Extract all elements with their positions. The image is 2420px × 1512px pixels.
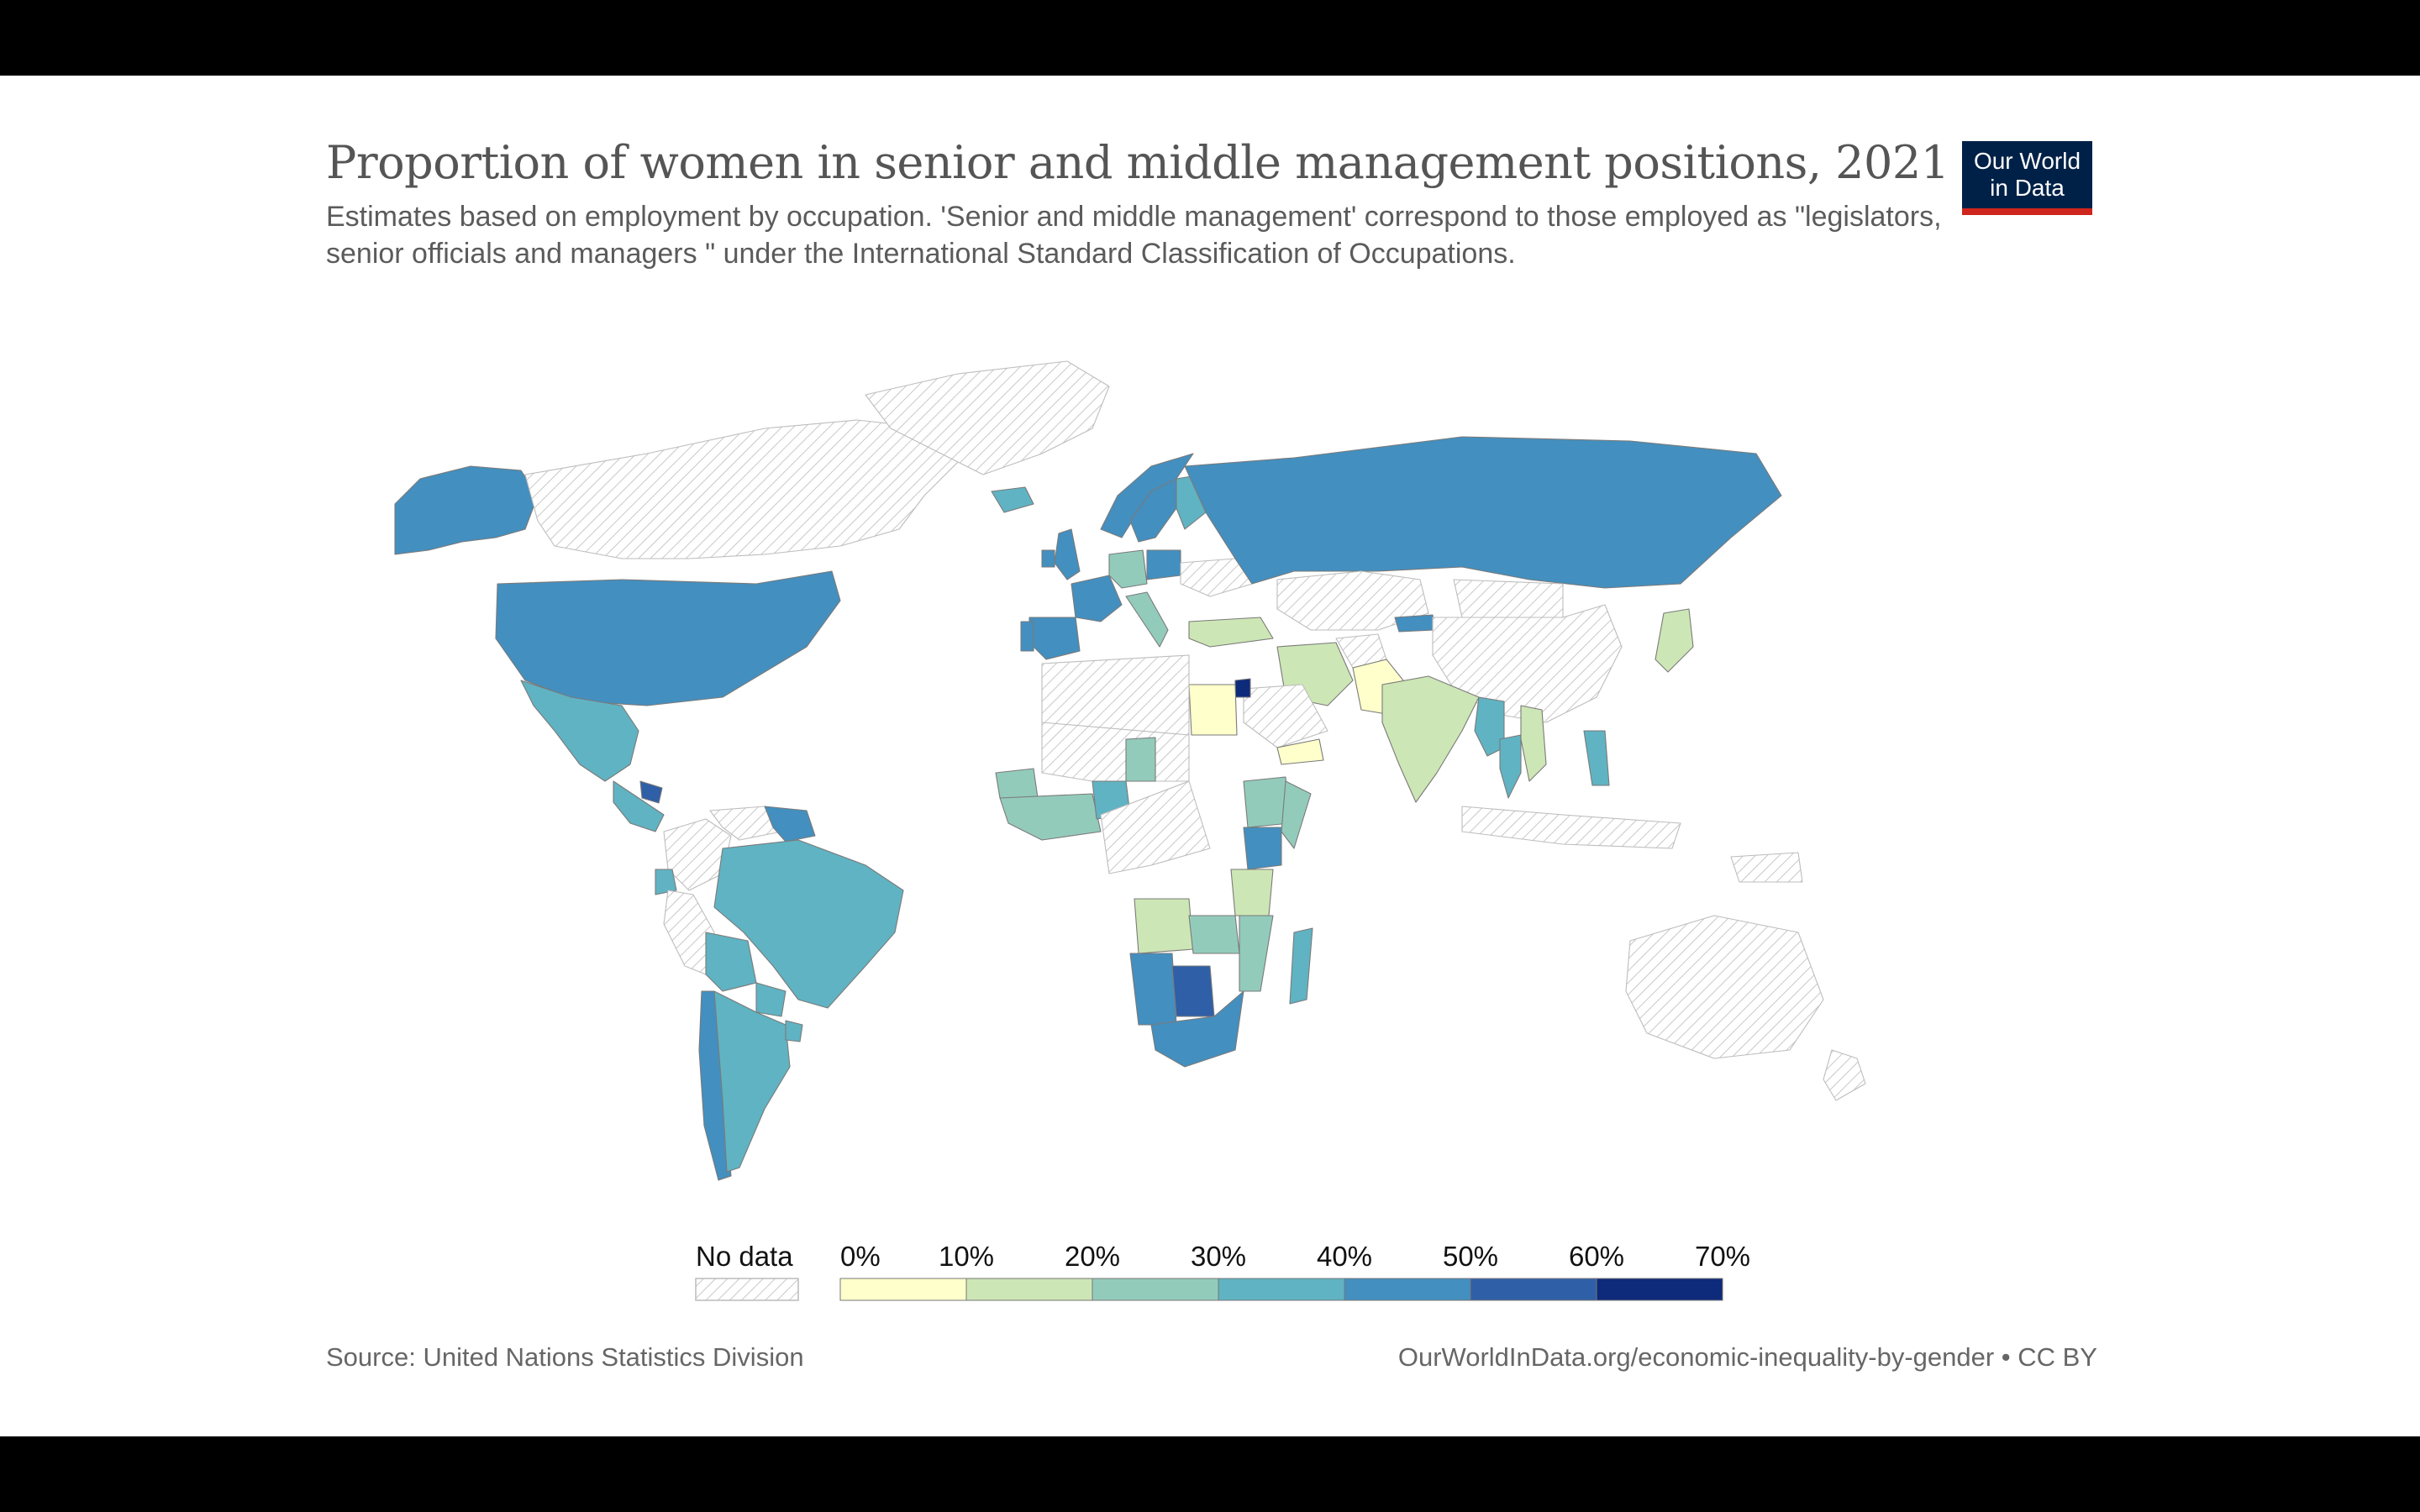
region-central-africa[interactable]: Central Africa — [1100, 780, 1211, 874]
region-ukraine[interactable]: Ukraine — [1180, 558, 1253, 597]
region-japan[interactable]: Japan — [1655, 608, 1694, 673]
chart-canvas: Proportion of women in senior and middle… — [0, 76, 2420, 1436]
region-france[interactable]: France — [1071, 575, 1123, 622]
legend-no-data-label: No data — [696, 1241, 793, 1272]
chart-subtitle: Estimates based on employment by occupat… — [326, 201, 1942, 270]
legend-bin-3[interactable] — [1218, 1278, 1345, 1301]
region-alaska[interactable]: Alaska — [394, 465, 539, 555]
region-indonesia[interactable]: Indonesia — [1461, 806, 1681, 849]
region-venezuela[interactable]: Venezuela — [709, 806, 782, 841]
source-link[interactable]: OurWorldInData.org/economic-inequality-b… — [1397, 1342, 2097, 1372]
region-yemen[interactable]: Yemen — [1276, 738, 1324, 765]
region-united-kingdom[interactable]: United Kingdom — [1054, 528, 1081, 580]
region-mozambique[interactable]: Mozambique — [1239, 915, 1274, 992]
legend-bin-2[interactable] — [1092, 1278, 1219, 1301]
map-legend: No data 0% 10% 20% 30% 40% 50% 60% 70% — [695, 1241, 1750, 1301]
region-united-states[interactable]: United States — [495, 570, 841, 706]
source-note: Source: United Nations Statistics Divisi… — [326, 1342, 804, 1372]
region-argentina[interactable]: Argentina — [713, 990, 791, 1173]
region-portugal[interactable]: Portugal — [1020, 621, 1034, 652]
region-guyana[interactable]: Guyana — [764, 806, 816, 843]
region-india[interactable]: India — [1381, 675, 1480, 803]
legend-no-data-swatch — [695, 1278, 799, 1301]
region-saudi-arabia[interactable]: Saudi Arabia — [1243, 684, 1328, 748]
legend-tick-label: 0% — [840, 1241, 881, 1272]
region-ecuador[interactable]: Ecuador — [655, 869, 677, 895]
world-map: United States AlaskaCanadaGreenland Mexico… — [394, 360, 1866, 1181]
legend-bin-4[interactable] — [1344, 1278, 1471, 1301]
region-kyrgyzstan[interactable]: Kyrgyzstan — [1394, 614, 1436, 633]
legend-tick-labels: 0% 10% 20% 30% 40% 50% 60% 70% — [840, 1241, 1750, 1272]
region-brazil[interactable]: Brazil — [713, 839, 904, 1009]
region-russia[interactable]: Russia — [1184, 436, 1782, 589]
region-italy[interactable]: Italy — [1125, 591, 1169, 648]
region-turkey[interactable]: Turkey — [1188, 617, 1274, 648]
region-papua-new-guinea[interactable]: Papua New Guinea — [1730, 852, 1803, 883]
region-canada[interactable]: Canada — [524, 419, 959, 559]
region-west-africa-coast[interactable]: West Africa coast — [999, 793, 1102, 841]
region-botswana[interactable]: Botswana — [1171, 965, 1215, 1017]
region-south-africa[interactable]: South Africa — [1150, 990, 1244, 1068]
legend-tick-label: 40% — [1317, 1241, 1372, 1272]
region-thailand[interactable]: Thailand — [1499, 734, 1522, 799]
region-senegal[interactable]: Senegal — [995, 768, 1039, 799]
legend-bin-1[interactable] — [965, 1278, 1093, 1301]
legend-color-bins — [839, 1278, 1723, 1301]
region-germany[interactable]: Germany — [1108, 549, 1148, 589]
region-niger[interactable]: Niger — [1125, 737, 1156, 782]
region-myanmar[interactable]: Myanmar — [1474, 696, 1505, 757]
legend-bin-5[interactable] — [1470, 1278, 1597, 1301]
legend-tick-label: 20% — [1065, 1241, 1120, 1272]
region-greenland[interactable]: Greenland — [865, 360, 1110, 475]
region-jordan[interactable]: Jordan — [1234, 678, 1251, 698]
logo-line-2: in Data — [1990, 175, 2065, 201]
region-madagascar[interactable]: Madagascar — [1289, 927, 1313, 1005]
region-uruguay[interactable]: Uruguay — [785, 1020, 803, 1042]
region-ireland[interactable]: Ireland — [1041, 549, 1055, 568]
region-philippines[interactable]: Philippines — [1583, 730, 1610, 786]
region-iceland[interactable]: Iceland — [991, 486, 1034, 513]
region-guatemala[interactable]: Guatemala — [639, 780, 663, 804]
region-mongolia[interactable]: Mongolia — [1453, 579, 1564, 618]
region-namibia[interactable]: Namibia — [1129, 953, 1177, 1026]
chart-title: Proportion of women in senior and middle… — [326, 136, 1949, 189]
legend-tick-label: 70% — [1695, 1241, 1750, 1272]
legend-tick-label: 30% — [1191, 1241, 1246, 1272]
region-angola[interactable]: Angola — [1134, 898, 1194, 954]
region-kenya[interactable]: Kenya — [1243, 827, 1282, 870]
region-bolivia[interactable]: Bolivia — [705, 932, 757, 992]
region-egypt[interactable]: Egypt — [1188, 684, 1238, 736]
legend-tick-label: 50% — [1443, 1241, 1498, 1272]
region-australia[interactable]: Australia — [1625, 915, 1824, 1059]
region-vietnam[interactable]: Vietnam — [1520, 705, 1547, 782]
region-zambia[interactable]: Zambia — [1188, 915, 1240, 954]
legend-bin-6[interactable] — [1596, 1278, 1723, 1301]
region-paraguay[interactable]: Paraguay — [755, 982, 786, 1017]
legend-tick-label: 60% — [1569, 1241, 1624, 1272]
region-poland[interactable]: Poland — [1146, 549, 1181, 580]
legend-tick-label: 10% — [939, 1241, 994, 1272]
region-somalia[interactable]: Somalia — [1281, 780, 1312, 849]
region-mexico[interactable]: Mexico — [520, 680, 639, 782]
logo-line-1: Our World — [1973, 148, 2081, 174]
map-regions: United States AlaskaCanadaGreenland Mexico… — [394, 360, 1866, 1181]
region-spain[interactable]: Spain — [1028, 617, 1081, 660]
region-tanzania[interactable]: Tanzania — [1230, 869, 1274, 916]
region-central-america[interactable]: Central America — [613, 780, 665, 832]
region-new-zealand[interactable]: New Zealand — [1823, 1049, 1866, 1101]
owid-logo[interactable]: Our World in Data — [1962, 141, 2092, 215]
legend-bin-0[interactable] — [839, 1278, 967, 1301]
